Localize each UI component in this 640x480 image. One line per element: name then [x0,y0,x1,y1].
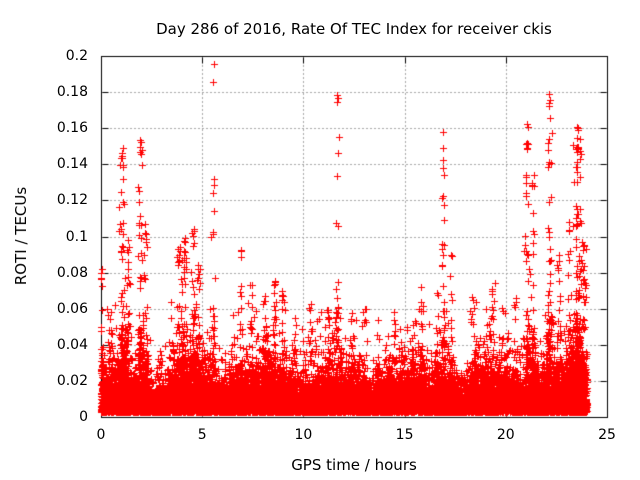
x-tick-label: 25 [598,427,616,443]
y-tick-label: 0.1 [65,228,88,245]
x-axis-label: GPS time / hours [291,456,417,474]
y-tick-label: 0.14 [56,156,88,173]
x-tick-label: 0 [96,427,106,443]
x-tick-label: 5 [197,427,207,443]
x-tick-label: 15 [395,427,414,443]
y-tick-label: 0.02 [56,372,88,389]
y-tick-label: 0 [79,409,88,425]
x-tick-label: 20 [496,427,515,443]
y-tick-label: 0.04 [56,336,88,353]
y-tick-label: 0.06 [56,300,88,317]
x-tick-label: 10 [294,427,313,443]
y-tick-label: 0.16 [56,120,88,137]
y-tick-label: 0.2 [65,48,88,64]
y-tick-label: 0.18 [56,84,88,101]
y-tick-label: 0.12 [56,192,88,209]
chart-title: Day 286 of 2016, Rate Of TEC Index for r… [156,20,552,38]
y-tick-label: 0.08 [56,264,88,281]
